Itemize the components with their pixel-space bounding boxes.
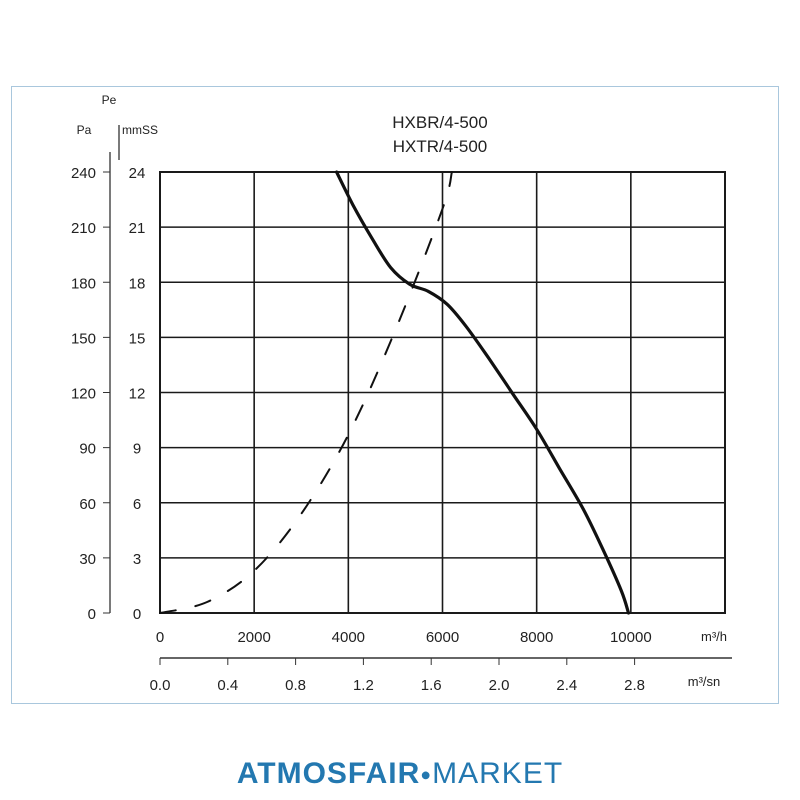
y-tick-label-mmss: 18 [129,275,146,292]
x-unit-m3h: m³/h [701,629,727,644]
x-tick-label-m3h: 6000 [426,629,459,646]
x-tick-label-m3h: 0 [156,629,164,646]
x-tick-label-m3s: 0.0 [150,677,171,694]
x-tick-label-m3s: 0.8 [285,677,306,694]
x-tick-label-m3s: 2.0 [489,677,510,694]
y-tick-label-pa: 150 [71,330,96,347]
y-unit-pa: Pa [77,123,92,137]
system-curve-dashed [159,171,453,614]
chart-title-line: HXTR/4-500 [393,137,487,156]
x-tick-label-m3h: 4000 [332,629,365,646]
y-tick-label-pa: 60 [79,496,96,513]
y-tick-label-mmss: 3 [133,551,141,568]
brand-name: ATMOSFAIR [236,757,421,790]
y-tick-label-pa: 210 [71,220,96,237]
y-tick-label-pa: 120 [71,386,96,403]
fan-curve-solid [335,170,631,615]
x-tick-label-m3h: 2000 [237,629,270,646]
chart-labels: 240210180150120906030024211815129630PePa… [71,93,727,694]
y-tick-label-pa: 90 [79,441,96,458]
chart-title-line: HXBR/4-500 [392,113,487,132]
x-tick-label-m3s: 1.6 [421,677,442,694]
brand-logo: ATMOSFAIR●MARKET [0,757,800,791]
chart-frame [11,86,779,704]
y-tick-label-mmss: 12 [129,386,146,403]
x-tick-label-m3h: 8000 [520,629,553,646]
x-tick-label-m3s: 2.4 [556,677,577,694]
y-tick-label-mmss: 9 [133,441,141,458]
brand-dot: ● [420,764,433,785]
brand-suffix: MARKET [432,757,564,790]
x-tick-label-m3s: 1.2 [353,677,374,694]
y-tick-label-mmss: 0 [133,606,141,623]
y-tick-label-pa: 0 [88,606,96,623]
y-unit-mmss: mmSS [122,123,158,137]
chart-series [159,170,631,615]
y-tick-label-pa: 180 [71,275,96,292]
y-tick-label-mmss: 15 [129,330,146,347]
y-tick-label-mmss: 21 [129,220,146,237]
x-tick-label-m3s: 0.4 [217,677,238,694]
x-tick-label-m3h: 10000 [610,629,652,646]
y-tick-label-pa: 240 [71,165,96,182]
x-unit-m3s: m³/sn [688,674,721,689]
x-tick-label-m3s: 2.8 [624,677,645,694]
chart-axes [103,125,732,665]
y-tick-label-mmss: 6 [133,496,141,513]
y-tick-label-mmss: 24 [129,165,146,182]
y-axis-label: Pe [102,93,117,107]
chart-grid [159,171,726,614]
y-tick-label-pa: 30 [79,551,96,568]
